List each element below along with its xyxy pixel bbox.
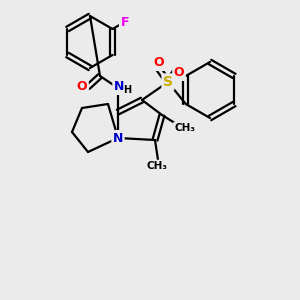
Text: N: N xyxy=(114,80,124,94)
Text: CH₃: CH₃ xyxy=(146,161,167,171)
Text: H: H xyxy=(123,85,131,95)
Text: O: O xyxy=(174,67,184,80)
Text: CH₃: CH₃ xyxy=(175,123,196,133)
Text: F: F xyxy=(120,16,129,28)
Text: N: N xyxy=(113,131,123,145)
Text: O: O xyxy=(77,80,87,92)
Text: O: O xyxy=(154,56,164,70)
Text: S: S xyxy=(163,75,173,89)
